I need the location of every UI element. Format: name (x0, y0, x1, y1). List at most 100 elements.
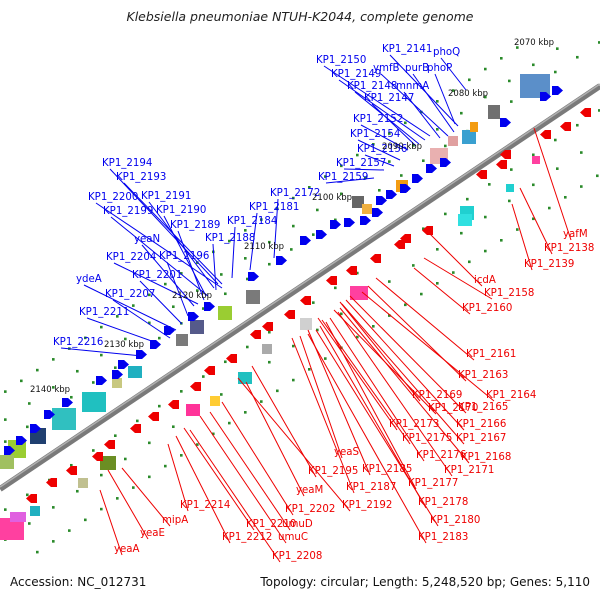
leader-line (339, 307, 470, 464)
reverse-gene-arrow (92, 452, 103, 461)
reverse-gene-arrow (540, 130, 551, 139)
tick-dot (114, 366, 117, 369)
tick-dot (26, 493, 29, 497)
feature-block (128, 366, 142, 378)
tick-dot (148, 475, 151, 479)
tick-dot (564, 195, 567, 199)
gene-label-kp1-2207: KP1_2207 (105, 289, 155, 300)
gene-label-kp1-2171: KP1_2171 (444, 465, 494, 476)
gene-label-kp1-2208: KP1_2208 (272, 551, 322, 562)
forward-gene-arrow (540, 92, 551, 101)
tick-dot (532, 217, 535, 221)
tick-dot (532, 63, 535, 67)
gene-label-icda: icdA (474, 275, 496, 286)
tick-dot (484, 215, 487, 219)
forward-gene-arrow (96, 376, 107, 385)
leader-line (177, 230, 205, 301)
leader-line (375, 277, 475, 361)
gene-label-kp1-2194: KP1_2194 (102, 158, 152, 169)
leader-line (249, 212, 258, 271)
leader-line (251, 365, 317, 478)
gene-label-kp1-2175: KP1_2175 (402, 433, 452, 444)
tick-dot (268, 262, 271, 266)
gene-label-kp1-2173: KP1_2173 (389, 419, 439, 430)
leader-line (231, 226, 236, 279)
gene-label-yeas: yeaS (334, 447, 359, 458)
tick-dot (576, 55, 579, 59)
leader-line (427, 231, 483, 287)
tick-dot (268, 240, 271, 244)
tick-dot (220, 393, 223, 396)
tick-dot (436, 248, 439, 251)
reverse-gene-arrow (190, 382, 201, 391)
tick-dot (28, 522, 31, 525)
leader-line (307, 329, 371, 476)
gene-label-kp1-2166: KP1_2166 (456, 419, 506, 430)
tick-dot (372, 143, 375, 146)
tick-dot (510, 168, 513, 171)
tick-dot (26, 425, 29, 429)
gene-label-phoq: phoQ (433, 47, 460, 58)
tick-dot (4, 440, 7, 443)
gene-label-ymfb: ymfB (373, 63, 400, 74)
tick-dot (172, 425, 175, 429)
leader-line (113, 262, 199, 305)
tick-dot (516, 228, 519, 231)
leader-line (367, 285, 467, 382)
tick-dot (334, 286, 337, 290)
gene-label-kp1-2210: KP1_2210 (246, 519, 296, 530)
gene-label-kp1-2211: KP1_2211 (79, 307, 129, 318)
feature-block (210, 396, 220, 406)
feature-block (362, 204, 372, 214)
leader-line (357, 139, 401, 161)
forward-gene-arrow (376, 196, 387, 205)
leader-line (189, 429, 281, 563)
gene-label-kp1-2170: KP1_2170 (428, 403, 478, 414)
tick-dot (100, 473, 103, 477)
tick-dot (372, 325, 375, 328)
leader-line (412, 73, 455, 133)
tick-dot (100, 353, 103, 357)
tick-dot (70, 395, 73, 399)
leader-line (221, 401, 294, 516)
forward-gene-arrow (188, 312, 199, 321)
gene-label-kp1-2172: KP1_2172 (270, 188, 320, 199)
tick-dot (164, 464, 167, 468)
tick-dot (244, 411, 247, 414)
label-leader-lines (60, 54, 572, 563)
leader-line (95, 202, 223, 289)
leader-line (361, 291, 495, 402)
leader-line (315, 329, 439, 527)
tick-dot (436, 128, 439, 131)
tick-dot (290, 248, 293, 251)
tick-dot (340, 164, 343, 168)
leader-line (121, 467, 171, 527)
tick-dot (224, 360, 227, 364)
leader-line (110, 216, 209, 297)
forward-gene-arrow (4, 446, 15, 455)
feature-block (30, 506, 40, 516)
tick-dot (388, 132, 391, 135)
leader-line (112, 299, 171, 339)
feature-block (0, 518, 24, 540)
leader-line (291, 337, 355, 494)
gene-label-kp1-2200: KP1_2200 (88, 192, 138, 203)
leader-line (148, 201, 215, 289)
feature-block (262, 344, 272, 354)
scale-labels: 2070 kbp 2080 kbp 2090 kbp 2100 kbp 2110 kbp… (30, 38, 554, 395)
tick-dot (228, 239, 231, 243)
gene-label-kp1-2150: KP1_2150 (316, 55, 366, 66)
tick-dot (312, 301, 315, 304)
feature-block (532, 156, 540, 164)
leader-line (341, 303, 465, 445)
tick-dot (148, 441, 151, 445)
leader-line (317, 317, 398, 431)
tick-dot (508, 199, 511, 203)
tick-dot (460, 111, 463, 115)
gene-label-kp1-2160: KP1_2160 (462, 303, 512, 314)
gene-label-kp1-2159: KP1_2159 (318, 172, 368, 183)
reverse-gene-arrow (394, 240, 405, 249)
leader-line (163, 215, 207, 297)
gene-label-kp1-2184: KP1_2184 (227, 216, 277, 227)
